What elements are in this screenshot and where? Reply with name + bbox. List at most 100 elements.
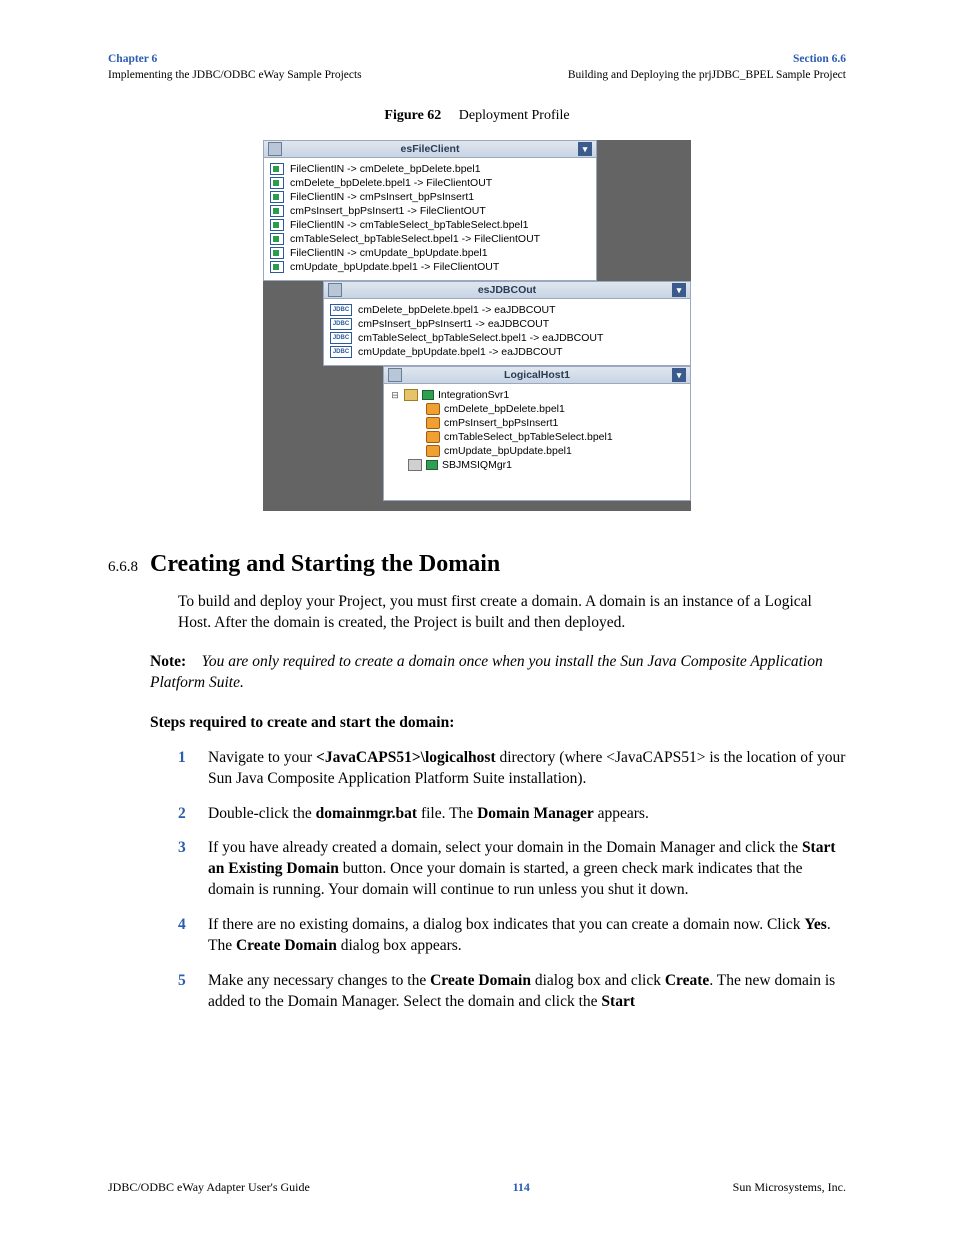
section-number: 6.6.8 [108, 559, 138, 575]
list-item[interactable]: FileClientIN -> cmUpdate_bpUpdate.bpel1 [270, 246, 590, 260]
list-item[interactable]: JDBCcmDelete_bpDelete.bpel1 -> eaJDBCOUT [330, 303, 684, 317]
header-section: Section 6.6 [568, 52, 846, 68]
step-text: appears. [594, 805, 649, 822]
bpel-icon [426, 431, 440, 443]
step-item: Navigate to your <JavaCAPS51>\logicalhos… [178, 748, 846, 790]
step-text: Double-click the [208, 805, 316, 822]
tree-node-label: cmUpdate_bpUpdate.bpel1 [444, 445, 572, 457]
mapping-icon [270, 233, 284, 245]
note-body: You are only required to create a domain… [150, 653, 823, 691]
jdbc-icon: JDBC [330, 332, 352, 344]
panel-menu-icon[interactable]: ▾ [672, 368, 686, 382]
list-item[interactable]: JDBC cmUpdate_bpUpdate.bpel1 -> eaJDBCOUT [330, 345, 684, 359]
section-intro: To build and deploy your Project, you mu… [178, 592, 846, 634]
step-text: dialog box and click [531, 972, 665, 989]
step-bold: domainmgr.bat [316, 805, 417, 822]
list-item-label: cmUpdate_bpUpdate.bpel1 -> eaJDBCOUT [358, 346, 563, 358]
list-item[interactable]: FileClientIN -> cmPsInsert_bpPsInsert1 [270, 190, 590, 204]
steps-title: Steps required to create and start the d… [150, 714, 846, 732]
panel-body: FileClientIN -> cmDelete_bpDelete.bpel1 … [263, 158, 597, 281]
tree-node-label: cmDelete_bpDelete.bpel1 [444, 403, 565, 415]
mapping-icon [270, 191, 284, 203]
page-footer: JDBC/ODBC eWay Adapter User's Guide 114 … [108, 1180, 846, 1195]
panel-esjdbcout: esJDBCOut ▾ JDBCcmDelete_bpDelete.bpel1 … [323, 281, 691, 366]
step-bold: Start [601, 993, 635, 1010]
step-bold: Yes [804, 916, 826, 933]
page-header: Chapter 6 Implementing the JDBC/ODBC eWa… [108, 52, 846, 83]
tree-node[interactable]: SBJMSIQMgr1 [390, 458, 684, 472]
step-item: If you have already created a domain, se… [178, 838, 846, 901]
badge-icon [426, 460, 438, 470]
badge-icon [422, 390, 434, 400]
bpel-icon [426, 403, 440, 415]
list-item[interactable]: cmUpdate_bpUpdate.bpel1 -> FileClientOUT [270, 260, 590, 274]
bpel-icon [426, 445, 440, 457]
list-item[interactable]: FileClientIN -> cmDelete_bpDelete.bpel1 [270, 162, 590, 176]
panel-collapse-icon[interactable] [268, 142, 282, 156]
header-section-sub: Building and Deploying the prjJDBC_BPEL … [568, 68, 846, 84]
jdbc-icon: JDBC [330, 346, 352, 358]
step-bold: Create [665, 972, 709, 989]
tree-node-label: cmTableSelect_bpTableSelect.bpel1 [444, 431, 613, 443]
step-text: file. The [417, 805, 477, 822]
list-item-label: FileClientIN -> cmPsInsert_bpPsInsert1 [290, 191, 474, 203]
panel-collapse-icon[interactable] [328, 283, 342, 297]
mapping-icon [270, 247, 284, 259]
tree-toggle-icon[interactable]: ⊟ [390, 390, 400, 401]
panel-body: JDBCcmDelete_bpDelete.bpel1 -> eaJDBCOUT… [323, 299, 691, 366]
list-item-label: cmTableSelect_bpTableSelect.bpel1 -> eaJ… [358, 332, 603, 344]
panel-title: esFileClient [282, 143, 578, 155]
page-content: Figure 62 Deployment Profile esFileClien… [108, 108, 846, 1027]
mapping-icon [270, 219, 284, 231]
list-item-label: cmPsInsert_bpPsInsert1 -> FileClientOUT [290, 205, 486, 217]
panel-esfileclient: esFileClient ▾ FileClientIN -> cmDelete_… [263, 140, 597, 281]
list-item-label: FileClientIN -> cmUpdate_bpUpdate.bpel1 [290, 247, 488, 259]
tree-node[interactable]: ⊟ IntegrationSvr1 [390, 388, 684, 402]
list-item[interactable]: JDBC cmTableSelect_bpTableSelect.bpel1 ->… [330, 331, 684, 345]
panel-menu-icon[interactable]: ▾ [672, 283, 686, 297]
tree-node[interactable]: cmDelete_bpDelete.bpel1 [390, 402, 684, 416]
mapping-icon [270, 205, 284, 217]
panel-collapse-icon[interactable] [388, 368, 402, 382]
list-item-label: FileClientIN -> cmTableSelect_bpTableSel… [290, 219, 528, 231]
panel-header[interactable]: esJDBCOut ▾ [323, 281, 691, 299]
panel-header[interactable]: LogicalHost1 ▾ [383, 366, 691, 384]
list-item[interactable]: cmPsInsert_bpPsInsert1 -> FileClientOUT [270, 204, 590, 218]
figure-label: Figure 62 [384, 108, 441, 123]
list-item[interactable]: JDBC cmPsInsert_bpPsInsert1 -> eaJDBCOUT [330, 317, 684, 331]
jdbc-icon: JDBC [330, 304, 352, 316]
tree-node[interactable]: cmPsInsert_bpPsInsert1 [390, 416, 684, 430]
list-item[interactable]: FileClientIN -> cmTableSelect_bpTableSel… [270, 218, 590, 232]
list-item[interactable]: cmDelete_bpDelete.bpel1 -> FileClientOUT [270, 176, 590, 190]
panel-menu-icon[interactable]: ▾ [578, 142, 592, 156]
panel-body: ⊟ IntegrationSvr1 cmDelete_bpDelete.bpel… [383, 384, 691, 501]
list-item-label: cmDelete_bpDelete.bpel1 -> FileClientOUT [290, 177, 492, 189]
step-text: dialog box appears. [337, 937, 462, 954]
tree-node[interactable]: cmTableSelect_bpTableSelect.bpel1 [390, 430, 684, 444]
bpel-icon [426, 417, 440, 429]
panel-header[interactable]: esFileClient ▾ [263, 140, 597, 158]
tree-node-label: cmPsInsert_bpPsInsert1 [444, 417, 558, 429]
step-text: Navigate to your [208, 749, 316, 766]
figure-title: Deployment Profile [459, 108, 570, 123]
list-item-label: FileClientIN -> cmDelete_bpDelete.bpel1 [290, 163, 481, 175]
step-bold: Create Domain [236, 937, 337, 954]
header-chapter-sub: Implementing the JDBC/ODBC eWay Sample P… [108, 68, 362, 84]
jdbc-icon: JDBC [330, 318, 352, 330]
figure-container: esFileClient ▾ FileClientIN -> cmDelete_… [263, 140, 691, 511]
list-item-label: cmUpdate_bpUpdate.bpel1 -> FileClientOUT [290, 261, 499, 273]
tree-node-label: IntegrationSvr1 [438, 389, 509, 401]
mapping-icon [270, 177, 284, 189]
note-label: Note: [150, 653, 186, 670]
footer-pagenum: 114 [513, 1180, 530, 1195]
figure-caption: Figure 62 Deployment Profile [108, 108, 846, 124]
step-text: Make any necessary changes to the [208, 972, 430, 989]
step-bold: <JavaCAPS51>\logicalhost [316, 749, 496, 766]
step-bold: Create Domain [430, 972, 531, 989]
list-item-label: cmPsInsert_bpPsInsert1 -> eaJDBCOUT [358, 318, 549, 330]
list-item[interactable]: cmTableSelect_bpTableSelect.bpel1 -> Fil… [270, 232, 590, 246]
list-item-label: cmTableSelect_bpTableSelect.bpel1 -> Fil… [290, 233, 540, 245]
step-item: If there are no existing domains, a dial… [178, 915, 846, 957]
tree-node[interactable]: cmUpdate_bpUpdate.bpel1 [390, 444, 684, 458]
steps-list: Navigate to your <JavaCAPS51>\logicalhos… [178, 748, 846, 1013]
